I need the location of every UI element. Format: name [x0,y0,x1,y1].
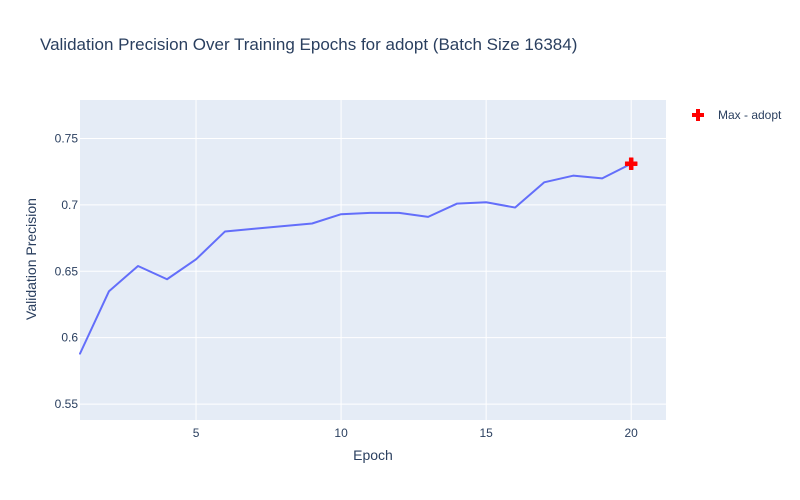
x-axis-title: Epoch [353,447,393,463]
x-axis-ticks: 5 10 15 20 [193,426,638,440]
x-tick-label: 20 [625,426,639,440]
grid-lines [80,100,666,420]
y-tick-label: 0.7 [61,198,78,212]
legend[interactable]: Max - adopt [692,108,782,122]
plot-area [80,100,666,420]
x-tick-label: 10 [334,426,348,440]
y-tick-label: 0.65 [55,264,79,278]
y-tick-label: 0.6 [61,331,78,345]
series-layer [79,162,633,355]
max-marker-layer [624,157,638,170]
y-tick-label: 0.75 [55,132,79,146]
chart-title: Validation Precision Over Training Epoch… [40,35,577,54]
y-axis-title: Validation Precision [23,198,39,320]
max-marker [624,157,638,170]
legend-item-max-adopt[interactable]: Max - adopt [718,108,782,122]
x-tick-label: 15 [479,426,493,440]
legend-cross-icon [692,109,704,121]
precision-line [79,162,633,355]
x-tick-label: 5 [193,426,200,440]
y-tick-label: 0.55 [55,397,79,411]
y-axis-ticks: 0.55 0.6 0.65 0.7 0.75 [55,132,79,412]
